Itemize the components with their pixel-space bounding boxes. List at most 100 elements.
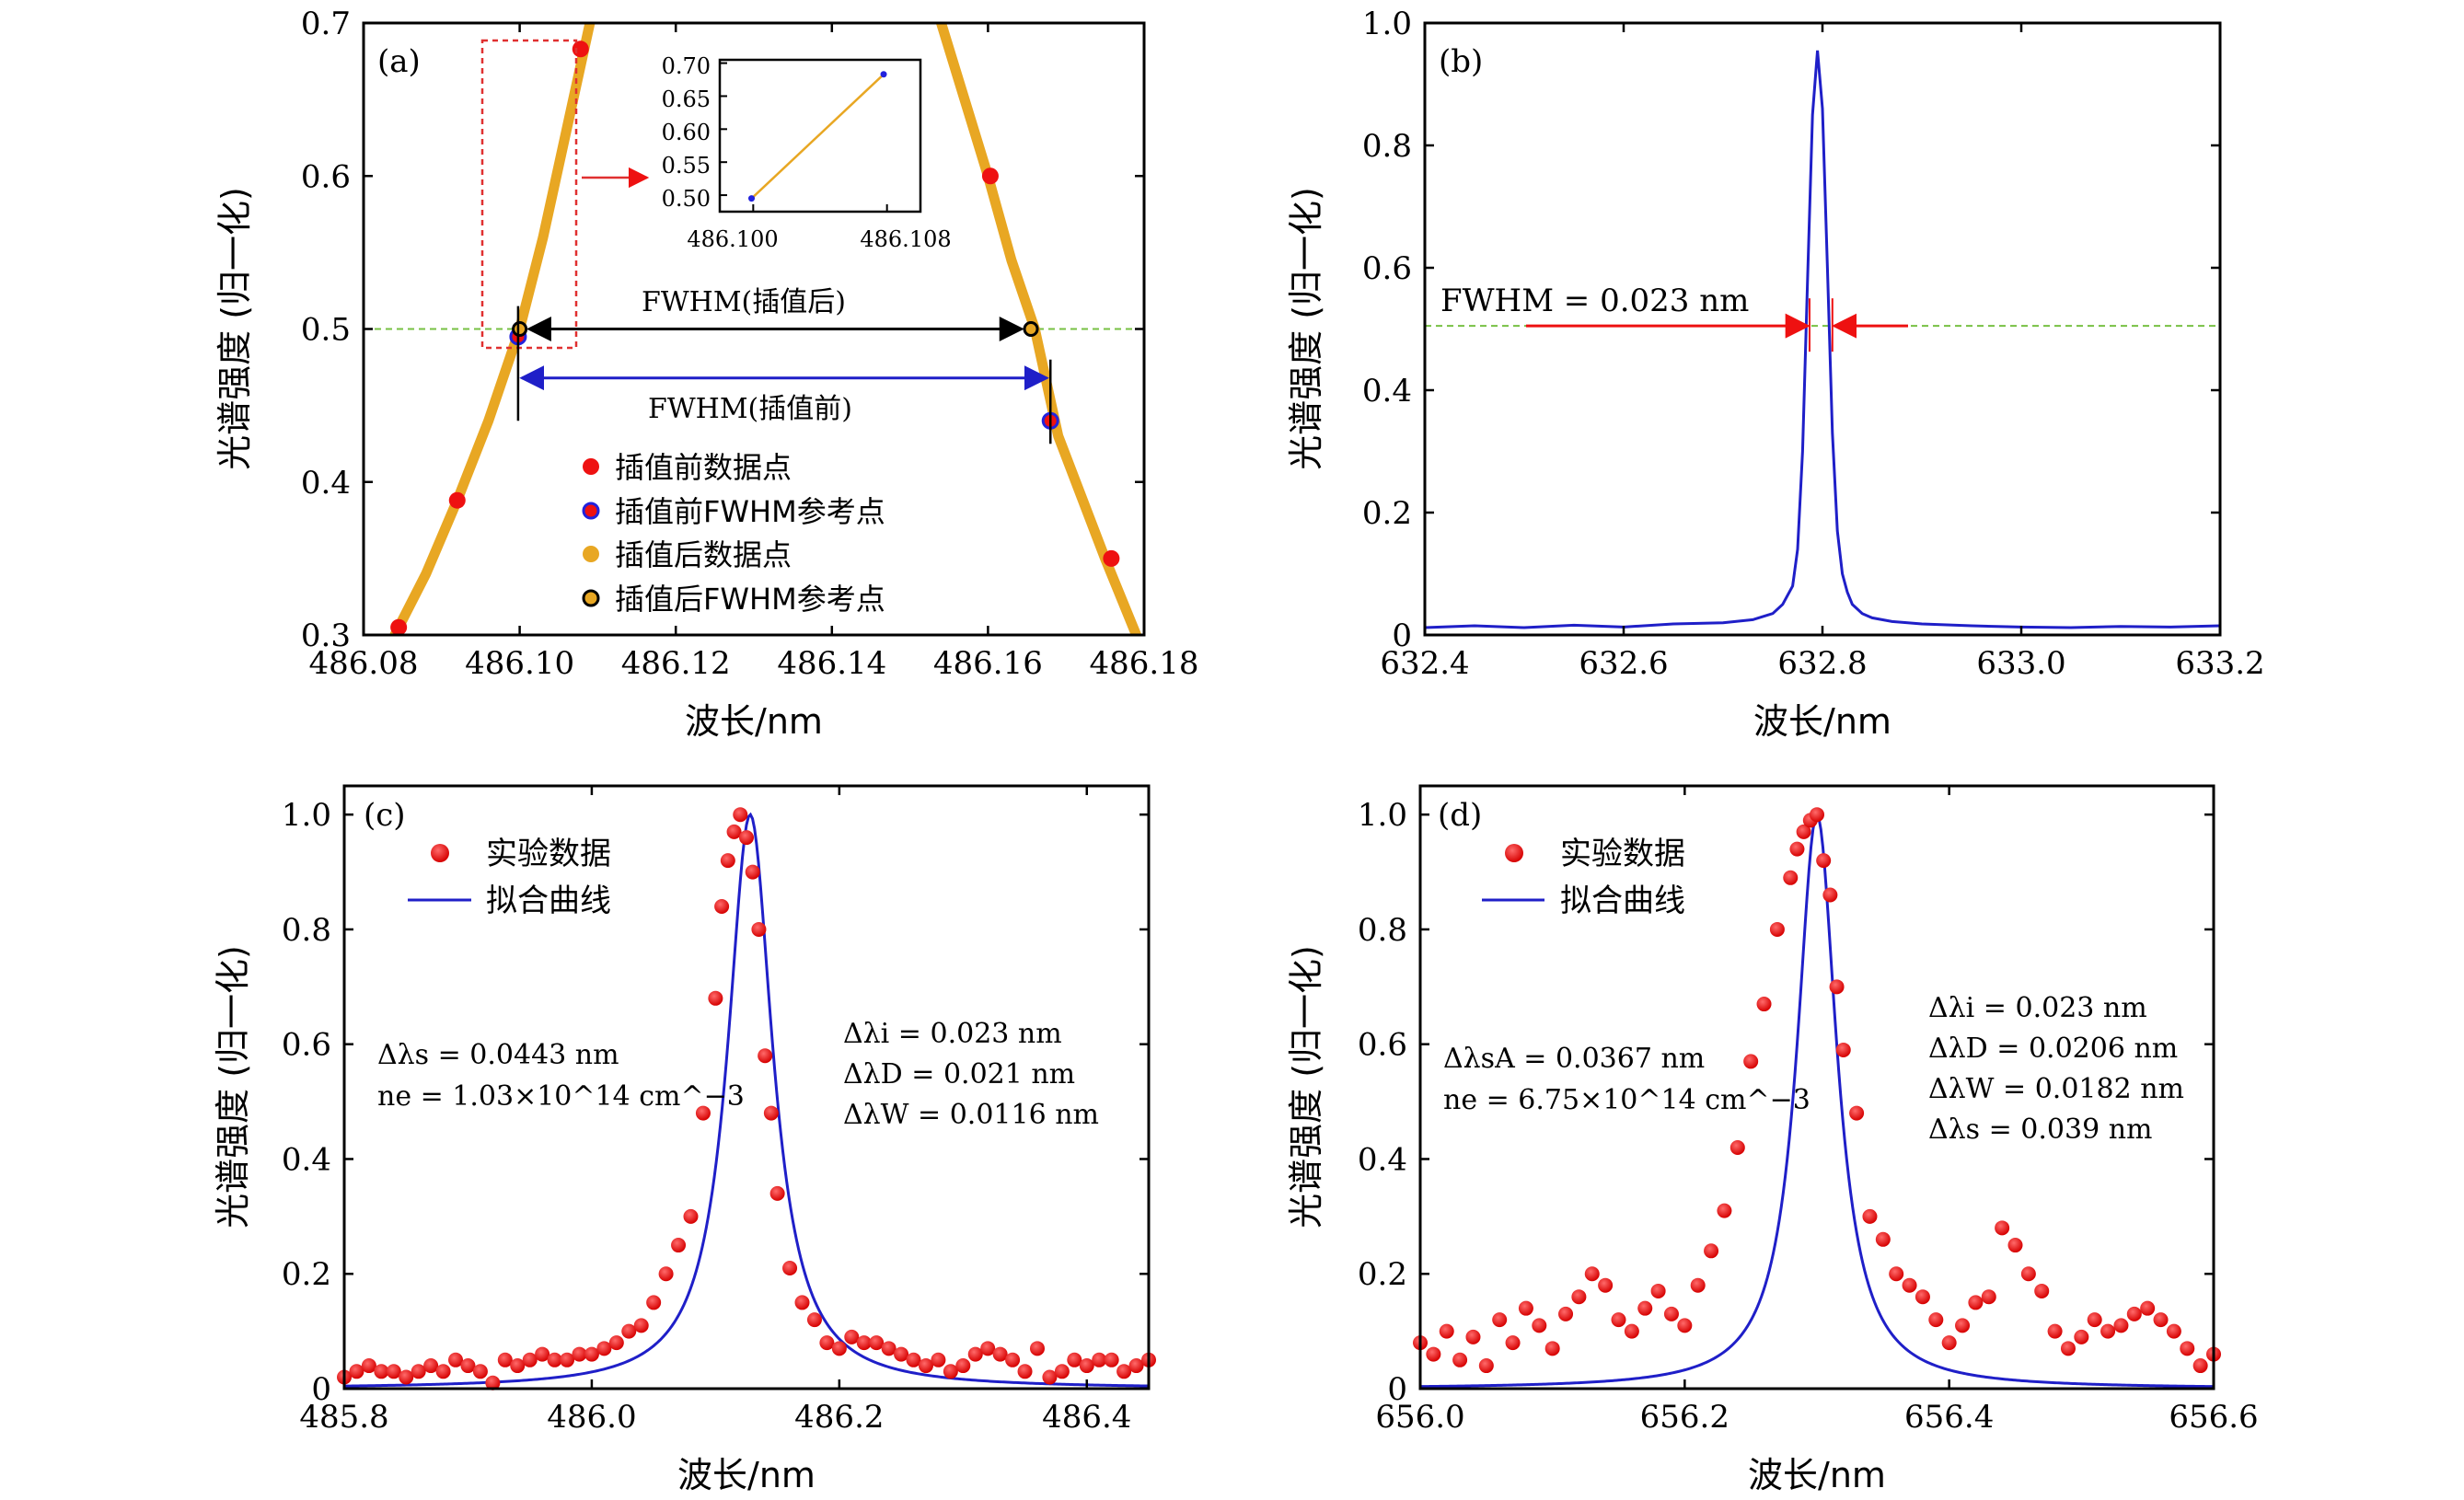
x-tick-label: 486.2 bbox=[794, 1399, 884, 1436]
data-point bbox=[1704, 1243, 1719, 1259]
data-point bbox=[361, 1358, 376, 1374]
panel-a-fwhm-after-label: FWHM(插值后) bbox=[642, 286, 846, 318]
y-tick-label: 0.8 bbox=[1362, 128, 1412, 165]
data-point bbox=[1017, 1364, 1033, 1379]
data-point bbox=[460, 1358, 476, 1374]
legend-marker-experimental bbox=[431, 844, 449, 862]
panel-a-label: (a) bbox=[377, 43, 421, 80]
data-point bbox=[2153, 1312, 2169, 1328]
panel-a-ylabel: 光谱强度 (归一化) bbox=[214, 187, 255, 470]
y-tick-label: 0 bbox=[1387, 1371, 1407, 1408]
data-point bbox=[763, 1105, 779, 1121]
panel-b-label: (b) bbox=[1439, 43, 1483, 80]
data-point bbox=[720, 853, 735, 869]
data-point bbox=[751, 921, 767, 937]
x-tick-label: 633.0 bbox=[1976, 645, 2065, 682]
data-point bbox=[399, 1369, 414, 1385]
y-tick-label: 0.8 bbox=[282, 912, 331, 949]
data-point bbox=[1816, 853, 1832, 869]
x-tick-label: 486.16 bbox=[933, 645, 1043, 682]
data-point bbox=[1637, 1300, 1653, 1316]
panel-a: 486.08 486.10 486.12 486.14 486.16 486.18 0.3 0… bbox=[214, 6, 1198, 742]
panel-a-frame bbox=[362, 21, 1146, 637]
data-point bbox=[2074, 1329, 2089, 1344]
x-tick-label: 656.0 bbox=[1375, 1399, 1464, 1436]
raw-data-point bbox=[1103, 549, 1120, 567]
legend-label: 拟合曲线 bbox=[486, 883, 611, 919]
x-tick-label: 632.4 bbox=[1380, 645, 1469, 682]
data-point bbox=[2007, 1238, 2023, 1253]
data-point bbox=[794, 1295, 810, 1310]
y-tick-label: 0 bbox=[1392, 617, 1412, 654]
data-point bbox=[1889, 1266, 1904, 1282]
data-point bbox=[596, 1341, 612, 1356]
y-tick-label: 1.0 bbox=[1362, 6, 1412, 42]
data-point bbox=[522, 1352, 538, 1367]
data-point bbox=[806, 1312, 822, 1328]
inset-ytick: 0.55 bbox=[662, 153, 711, 179]
data-point bbox=[386, 1364, 401, 1379]
panel-d-stark-width-fit: Δλs = 0.039 nm bbox=[1928, 1113, 2152, 1146]
panel-a-xlabel: 波长/nm bbox=[685, 701, 823, 742]
y-tick-label: 0.6 bbox=[301, 158, 351, 195]
data-point bbox=[1598, 1277, 1614, 1293]
data-point bbox=[1729, 1140, 1745, 1155]
data-point bbox=[1104, 1352, 1119, 1367]
data-point bbox=[1902, 1277, 1917, 1293]
data-point bbox=[1054, 1364, 1070, 1379]
panel-a-legend: 插值前数据点 插值前FWHM参考点 插值后数据点 插值后FWHM参考点 bbox=[582, 450, 885, 617]
inset-plot bbox=[720, 62, 888, 212]
data-point bbox=[2166, 1323, 2181, 1339]
inset-ytick: 0.70 bbox=[662, 53, 711, 79]
y-tick-label: 0.4 bbox=[1362, 373, 1412, 410]
legend-marker-interp-fwhm bbox=[582, 589, 600, 607]
inset-ytick: 0.60 bbox=[662, 120, 711, 145]
data-point bbox=[1875, 1231, 1891, 1247]
data-point bbox=[1822, 887, 1838, 903]
x-tick-label: 486.18 bbox=[1090, 645, 1199, 682]
legend-label: 插值后FWHM参考点 bbox=[615, 582, 885, 617]
data-point bbox=[572, 1346, 587, 1362]
panel-b-ticks: 632.4 632.6 632.8 633.0 633.2 0 0.2 0.4 0.6 0.8 1.… bbox=[1362, 6, 2265, 682]
raw-data-point bbox=[572, 40, 589, 58]
y-tick-label: 0.8 bbox=[1358, 912, 1407, 949]
x-tick-label: 633.2 bbox=[2175, 645, 2264, 682]
data-point bbox=[374, 1364, 389, 1379]
panel-d-stark-width: ΔλsA = 0.0367 nm bbox=[1443, 1043, 1705, 1075]
data-point bbox=[782, 1261, 798, 1275]
x-tick-label: 656.2 bbox=[1640, 1399, 1729, 1436]
data-point bbox=[1743, 1054, 1759, 1069]
inset-point bbox=[748, 195, 756, 202]
panel-d-plot bbox=[1413, 807, 2221, 1389]
panel-d: 656.0 656.2 656.4 656.6 0 0.2 0.4 0.6 0.8 1.0 (d)… bbox=[1286, 784, 2259, 1495]
x-tick-label: 486.08 bbox=[309, 645, 419, 682]
data-point bbox=[485, 1375, 501, 1390]
data-point bbox=[560, 1352, 575, 1367]
legend-label: 插值前数据点 bbox=[615, 450, 792, 485]
data-point bbox=[1829, 979, 1845, 995]
data-point bbox=[1810, 807, 1824, 823]
data-point bbox=[1505, 1335, 1521, 1351]
data-point bbox=[1849, 1105, 1865, 1121]
data-point bbox=[739, 830, 754, 846]
panel-d-vdw-width: ΔλW = 0.0182 nm bbox=[1928, 1073, 2184, 1105]
data-point bbox=[980, 1341, 996, 1356]
panel-d-doppler-width: ΔλD = 0.0206 nm bbox=[1928, 1033, 2178, 1065]
data-point bbox=[918, 1358, 933, 1374]
data-point bbox=[1439, 1323, 1454, 1339]
panel-c-doppler-width: ΔλD = 0.021 nm bbox=[843, 1058, 1075, 1090]
panel-c-electron-density: ne = 1.03×10^14 cm^−3 bbox=[377, 1080, 745, 1113]
legend-label: 实验数据 bbox=[1560, 836, 1685, 872]
data-point bbox=[758, 1048, 773, 1064]
data-point bbox=[733, 807, 748, 823]
panel-b-xlabel: 波长/nm bbox=[1753, 701, 1891, 742]
panel-c-legend: 实验数据 拟合曲线 bbox=[408, 836, 611, 919]
data-point bbox=[646, 1295, 662, 1310]
data-point bbox=[1663, 1306, 1679, 1321]
x-tick-label: 486.12 bbox=[621, 645, 731, 682]
panel-d-instrument-width: Δλi = 0.023 nm bbox=[1928, 992, 2147, 1024]
panel-c-xlabel: 波长/nm bbox=[677, 1455, 816, 1495]
data-point bbox=[1928, 1312, 1944, 1328]
inset-curve bbox=[750, 73, 885, 200]
x-tick-label: 486.10 bbox=[465, 645, 574, 682]
